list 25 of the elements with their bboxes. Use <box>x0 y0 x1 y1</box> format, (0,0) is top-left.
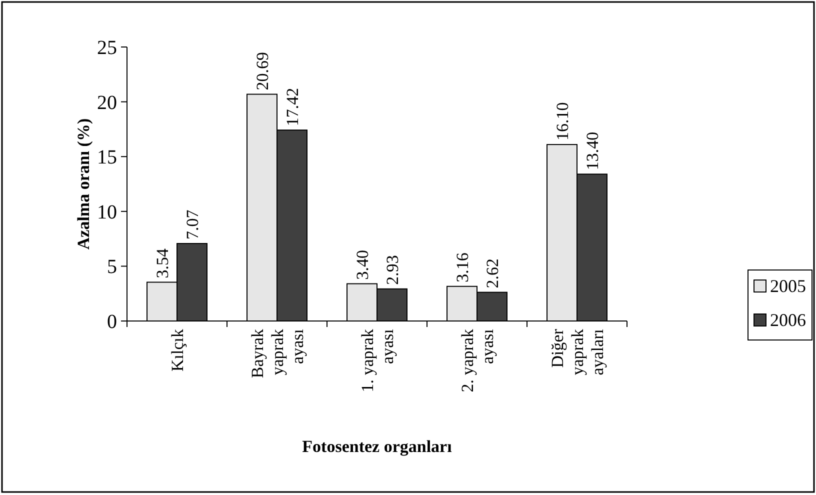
x-tick-label: 1. yaprak ayası <box>358 328 397 392</box>
data-label: 7.07 <box>183 209 202 240</box>
legend-label: 2005 <box>770 276 806 296</box>
data-label: 3.16 <box>453 252 472 282</box>
data-label: 17.42 <box>283 88 302 126</box>
y-tick-label: 10 <box>97 201 117 224</box>
y-tick-label: 0 <box>107 311 117 333</box>
x-tick-label: Kılçık <box>168 328 187 372</box>
data-label: 3.54 <box>153 248 172 278</box>
data-label: 2.93 <box>383 255 402 285</box>
data-label: 16.10 <box>553 102 572 141</box>
x-tick-label: Bayrak yaprak ayası <box>248 328 307 378</box>
data-label: 13.40 <box>583 132 602 170</box>
x-tick-label: Diğer yaprak ayaları <box>548 328 607 376</box>
data-label: 20.69 <box>253 52 272 90</box>
y-tick-label: 15 <box>97 146 117 169</box>
y-tick-label: 5 <box>107 256 117 278</box>
y-axis-title: Azalma oranı (%) <box>74 118 93 250</box>
y-tick-label: 20 <box>97 92 117 114</box>
y-tick-label: 25 <box>97 37 117 59</box>
legend-label: 2006 <box>770 310 806 330</box>
data-label: 2.62 <box>483 258 502 288</box>
x-tick-label: 2. yaprak ayası <box>458 328 497 392</box>
data-label: 3.40 <box>353 250 372 280</box>
x-axis-title: Fotosentez organları <box>302 437 452 456</box>
